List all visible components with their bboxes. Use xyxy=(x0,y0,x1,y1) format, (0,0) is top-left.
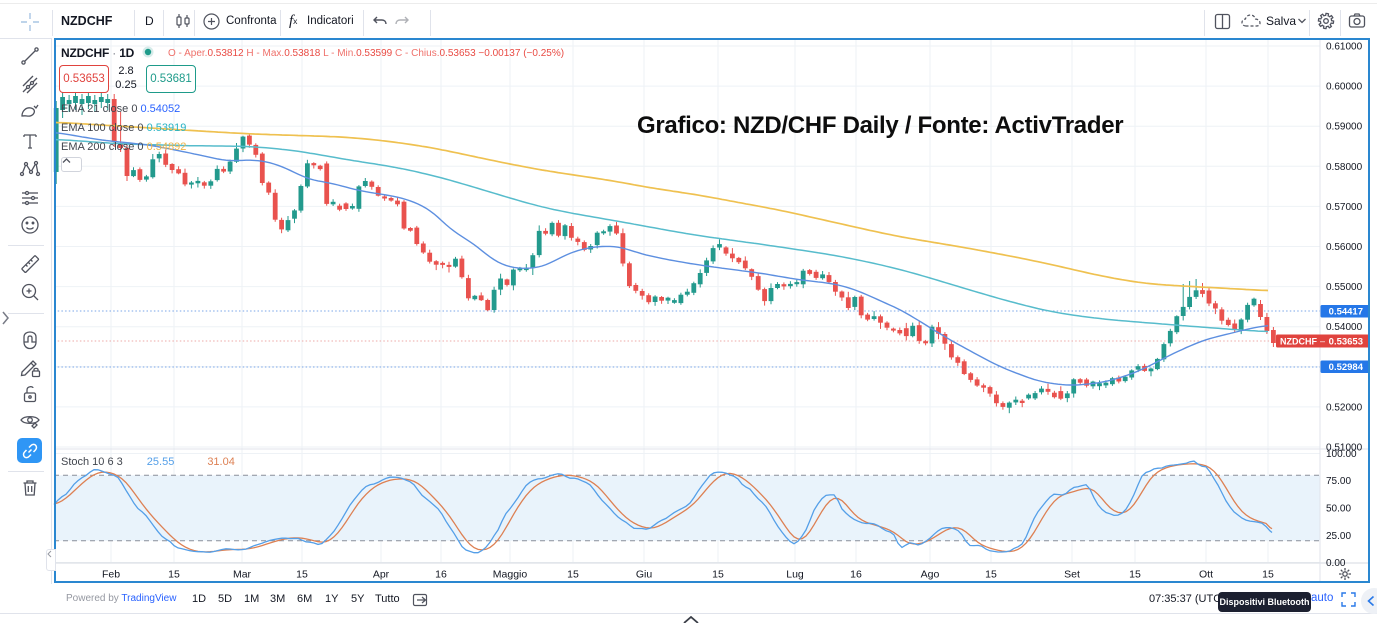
svg-text:15: 15 xyxy=(296,569,308,581)
svg-text:50.00: 50.00 xyxy=(1326,504,1351,515)
svg-text:15: 15 xyxy=(567,569,579,581)
svg-text:75.00: 75.00 xyxy=(1326,476,1351,487)
svg-text:0.58000: 0.58000 xyxy=(1326,162,1363,173)
svg-text:0.52000: 0.52000 xyxy=(1326,402,1363,413)
svg-text:Feb: Feb xyxy=(102,569,120,581)
svg-text:25.00: 25.00 xyxy=(1326,531,1351,542)
svg-text:15: 15 xyxy=(985,569,997,581)
svg-text:15: 15 xyxy=(1262,569,1274,581)
svg-text:0.59000: 0.59000 xyxy=(1326,122,1363,133)
svg-text:0.51000: 0.51000 xyxy=(1326,443,1363,454)
svg-text:Ott: Ott xyxy=(1199,569,1213,581)
svg-text:Maggio: Maggio xyxy=(493,569,528,581)
svg-text:16: 16 xyxy=(435,569,447,581)
svg-text:0.57000: 0.57000 xyxy=(1326,202,1363,213)
svg-text:0.52984: 0.52984 xyxy=(1329,362,1364,373)
svg-text:0.54000: 0.54000 xyxy=(1326,322,1363,333)
svg-text:Giu: Giu xyxy=(636,569,653,581)
svg-text:0.61000: 0.61000 xyxy=(1326,42,1363,53)
svg-text:0.60000: 0.60000 xyxy=(1326,82,1363,93)
svg-text:Apr: Apr xyxy=(373,569,390,581)
svg-text:Ago: Ago xyxy=(921,569,940,581)
svg-text:15: 15 xyxy=(712,569,724,581)
svg-text:0.00: 0.00 xyxy=(1326,558,1346,569)
svg-text:Mar: Mar xyxy=(233,569,252,581)
svg-text:0.56000: 0.56000 xyxy=(1326,242,1363,253)
svg-text:Lug: Lug xyxy=(786,569,804,581)
svg-text:16: 16 xyxy=(850,569,862,581)
svg-text:0.54417: 0.54417 xyxy=(1329,307,1363,318)
svg-text:15: 15 xyxy=(1129,569,1141,581)
svg-text:0.55000: 0.55000 xyxy=(1326,282,1363,293)
svg-text:100.00: 100.00 xyxy=(1326,449,1357,460)
svg-text:Set: Set xyxy=(1064,569,1080,581)
svg-text:15: 15 xyxy=(168,569,180,581)
svg-text:NZDCHF: NZDCHF xyxy=(1280,337,1317,347)
svg-text:0.53653: 0.53653 xyxy=(1329,337,1363,348)
svg-text:–: – xyxy=(1320,336,1325,346)
